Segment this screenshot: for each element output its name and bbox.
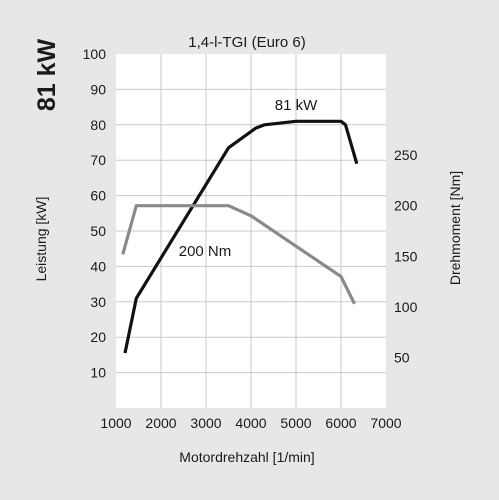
y-right-tick-label: 50	[394, 349, 410, 365]
y-right-tick-label: 250	[394, 147, 418, 163]
y-left-tick-label: 40	[90, 258, 106, 274]
y-left-tick-label: 100	[83, 46, 107, 62]
power-curve	[123, 119, 359, 354]
y-left-tick-label: 80	[90, 117, 106, 133]
y-right-tick-label: 100	[394, 299, 418, 315]
power-rating-label: 81 kW	[33, 38, 61, 111]
y-left-tick-label: 60	[90, 188, 106, 204]
y-left-tick-label: 10	[90, 365, 106, 381]
y-left-tick-label: 90	[90, 81, 106, 97]
chart-title: 1,4-l-TGI (Euro 6)	[188, 34, 306, 51]
y-left-tick-label: 30	[90, 294, 106, 310]
x-tick-label: 6000	[325, 415, 356, 431]
x-tick-label: 4000	[235, 415, 266, 431]
y-left-tick-label: 20	[90, 329, 106, 345]
y-right-tick-label: 150	[394, 248, 418, 264]
y-right-tick-label: 200	[394, 198, 418, 214]
grid	[116, 54, 386, 408]
x-axis-label: Motordrehzahl [1/min]	[179, 449, 314, 465]
y-left-tick-label: 70	[90, 152, 106, 168]
y-axis-right-label: Drehmoment [Nm]	[447, 171, 463, 285]
x-tick-label: 3000	[190, 415, 221, 431]
x-tick-label: 5000	[280, 415, 311, 431]
ticks-layer: 1000 2000 3000 4000 5000 6000 7000 10 20 30 40 50 60…	[83, 46, 418, 431]
x-tick-label: 1000	[100, 415, 131, 431]
series-layer	[121, 119, 359, 354]
x-tick-label: 7000	[370, 415, 401, 431]
x-tick-label: 2000	[145, 415, 176, 431]
y-left-tick-label: 50	[90, 223, 106, 239]
torque-curve	[121, 204, 356, 305]
series-label-torque: 200 Nm	[179, 243, 232, 260]
y-axis-left-label: Leistung [kW]	[33, 197, 49, 282]
series-label-power: 81 kW	[275, 97, 318, 114]
